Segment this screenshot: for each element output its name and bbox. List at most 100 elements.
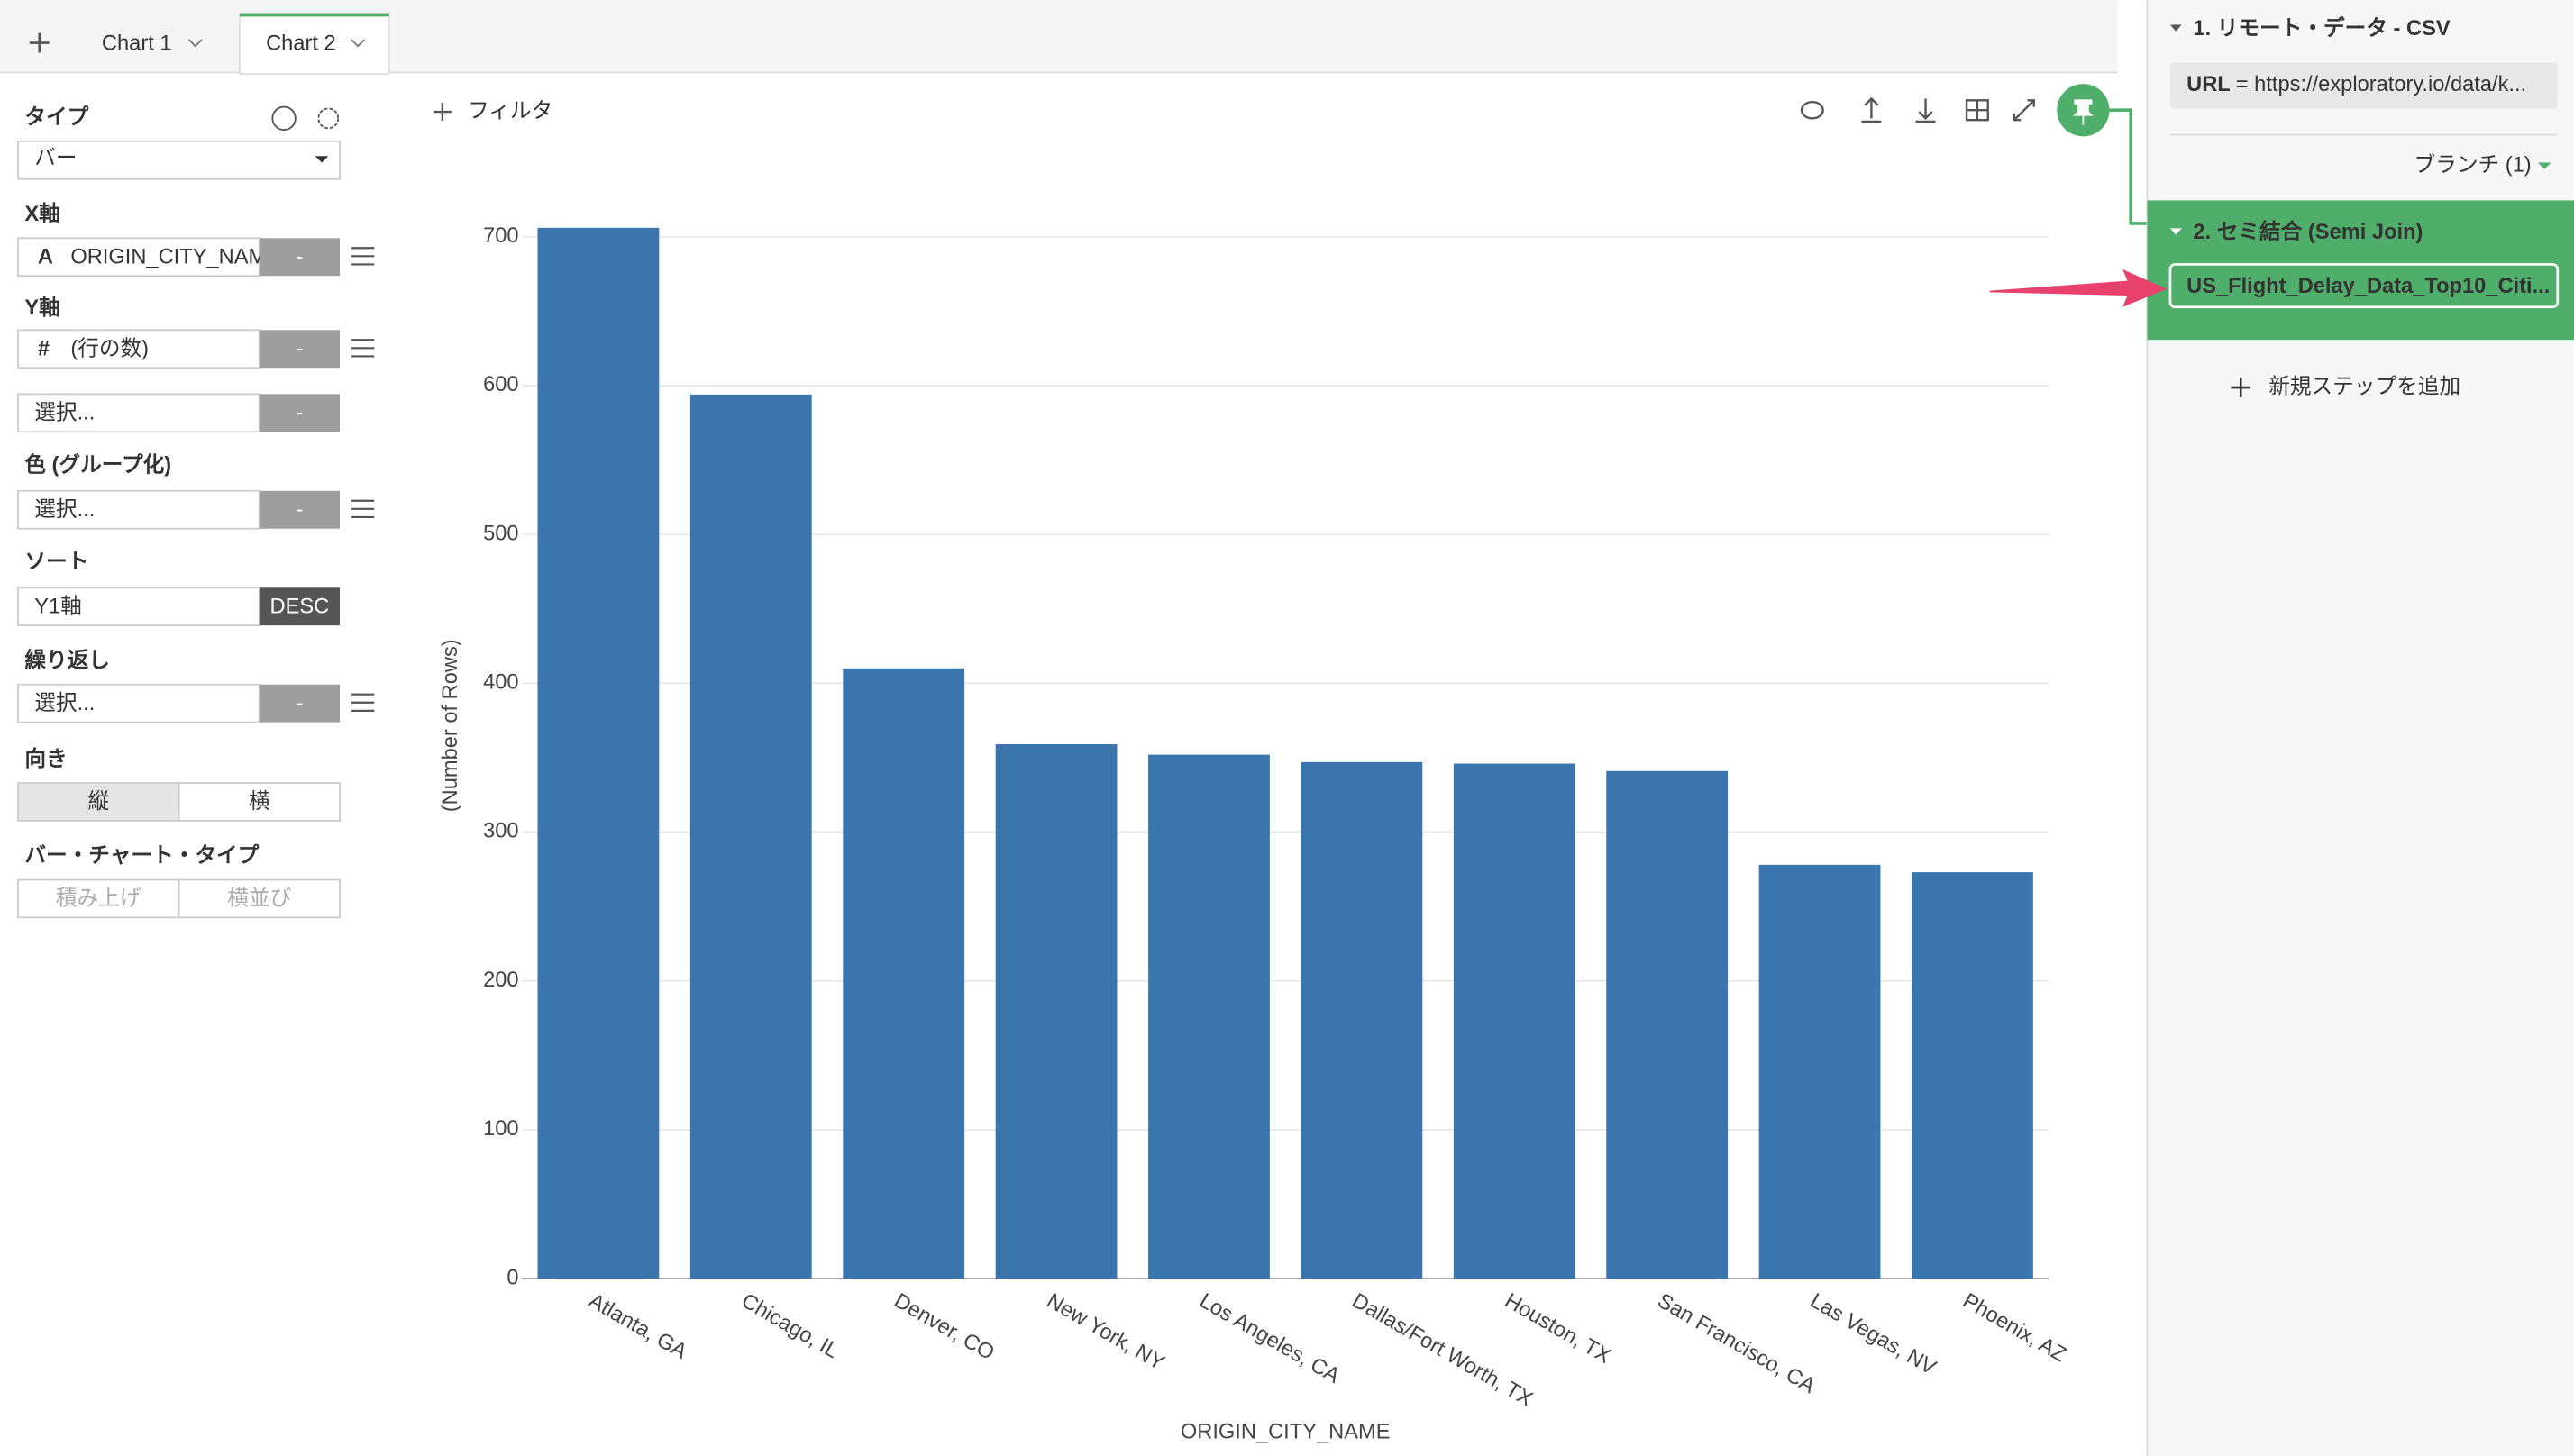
help-icon[interactable] (271, 105, 297, 132)
settings-icon[interactable] (317, 107, 340, 130)
y-tick-label: 700 (483, 224, 518, 248)
add-tab[interactable] (29, 32, 50, 53)
annotation-arrow (1989, 268, 2168, 307)
control-button-label: - (296, 401, 303, 424)
control-button[interactable] (259, 684, 341, 723)
bar (1606, 770, 1729, 1279)
section-label: 向き (24, 746, 67, 771)
control-button-label: - (296, 692, 303, 715)
control-value: 選択... (34, 497, 95, 522)
url-key: URL (2186, 73, 2231, 96)
toggle-label: 縦 (87, 789, 109, 814)
branch-caret[interactable] (2537, 162, 2551, 169)
control-label: X軸 (24, 202, 59, 226)
download-icon[interactable] (1915, 98, 1936, 123)
control-button[interactable] (259, 394, 341, 432)
control-input[interactable] (17, 489, 260, 530)
control-label: 色 (グループ化) (24, 452, 171, 478)
bar (843, 668, 965, 1279)
y-tick-label: 0 (507, 1266, 518, 1289)
collapse-caret[interactable] (2169, 228, 2182, 235)
pin-icon (2073, 99, 2094, 125)
filter-button[interactable]: フィルタ (468, 99, 552, 123)
bar (689, 394, 812, 1279)
type-select[interactable] (17, 140, 341, 180)
control-button[interactable] (259, 587, 341, 626)
url-value: = https://exploratory.io/data/k... (2236, 73, 2526, 96)
upload-icon[interactable] (1861, 96, 1882, 123)
collapse-caret[interactable] (2169, 24, 2182, 32)
control-input[interactable] (17, 393, 260, 433)
control-value: 選択... (34, 400, 95, 424)
control-button[interactable] (259, 238, 341, 277)
control-value: ORIGIN_CITY_NAM (70, 245, 266, 268)
section-label: バー・チャート・タイプ (24, 843, 259, 868)
menu-icon[interactable] (351, 693, 375, 712)
y-axis-title: (Number of Rows) (439, 639, 462, 812)
branch-link[interactable]: ブランチ (1) (2414, 152, 2532, 177)
filter-plus[interactable] (433, 103, 452, 122)
control-label: 繰り返し (24, 647, 110, 672)
y-tick-label: 300 (483, 820, 518, 843)
tab-chevron[interactable] (351, 39, 366, 48)
control-button[interactable] (259, 490, 341, 529)
toolbar-icons (1800, 96, 2035, 123)
add-step-button[interactable]: 新規ステップを追加 (2268, 374, 2460, 398)
type-label: タイプ (24, 105, 88, 130)
bar (1453, 763, 1575, 1279)
toggle-label: 積み上げ (56, 887, 141, 911)
type-icon: A (38, 245, 53, 268)
bar (995, 744, 1118, 1279)
bar (1758, 864, 1881, 1279)
toggle-label: 横並び (227, 887, 291, 911)
type-icon: # (38, 337, 50, 360)
bar (1148, 754, 1270, 1279)
control-button-label: - (296, 498, 303, 522)
join-target[interactable] (2168, 263, 2560, 309)
x-axis-title: ORIGIN_CITY_NAME (1181, 1421, 1391, 1444)
comment-icon[interactable] (1800, 100, 1824, 120)
toggle-button[interactable] (17, 782, 180, 822)
control-label: ソート (24, 551, 88, 574)
table-icon[interactable] (1965, 99, 1989, 122)
bar (537, 227, 660, 1279)
type-value: バー (34, 147, 77, 170)
bar (1301, 761, 1423, 1279)
y-tick-label: 500 (483, 522, 518, 545)
toggle-button[interactable] (178, 782, 341, 822)
control-value: (行の数) (70, 336, 149, 360)
control-input[interactable] (17, 587, 260, 627)
control-value: 選択... (34, 691, 95, 715)
menu-icon[interactable] (351, 499, 375, 519)
expand-icon[interactable] (2013, 99, 2035, 122)
control-button-label: - (296, 337, 303, 360)
toggle-button[interactable] (17, 878, 180, 919)
step-title[interactable]: 1. リモート・データ - CSV (2193, 15, 2450, 41)
y-tick-label: 100 (483, 1117, 518, 1141)
toggle-label: 横 (249, 789, 270, 814)
add-step-plus[interactable] (2231, 378, 2251, 397)
control-button[interactable] (259, 330, 341, 369)
control-button-label: - (296, 245, 303, 268)
url-box[interactable] (2169, 62, 2558, 109)
control-button-label: DESC (270, 595, 330, 618)
tab[interactable]: Chart 1 (102, 32, 172, 56)
tab[interactable]: Chart 2 (266, 32, 336, 56)
menu-icon[interactable] (351, 247, 375, 266)
y-tick-label: 600 (483, 373, 518, 396)
control-input[interactable] (17, 329, 260, 369)
y-tick-label: 400 (483, 671, 518, 695)
menu-icon[interactable] (351, 339, 375, 358)
select-caret (315, 156, 329, 163)
toggle-button[interactable] (178, 878, 341, 919)
step-title[interactable]: 2. セミ結合 (Semi Join) (2193, 219, 2423, 244)
control-input[interactable] (17, 683, 260, 723)
left-controls: X軸 A ORIGIN_CITY_NAM - Y軸 # (行の数) - 選択... - 色 (グルー… (17, 202, 375, 919)
control-value: Y1軸 (34, 594, 82, 618)
control-label: Y軸 (24, 296, 59, 320)
tab-chevron[interactable] (187, 39, 203, 48)
join-target-name: US_Flight_Delay_Data_Top10_Citi... (2186, 275, 2550, 298)
